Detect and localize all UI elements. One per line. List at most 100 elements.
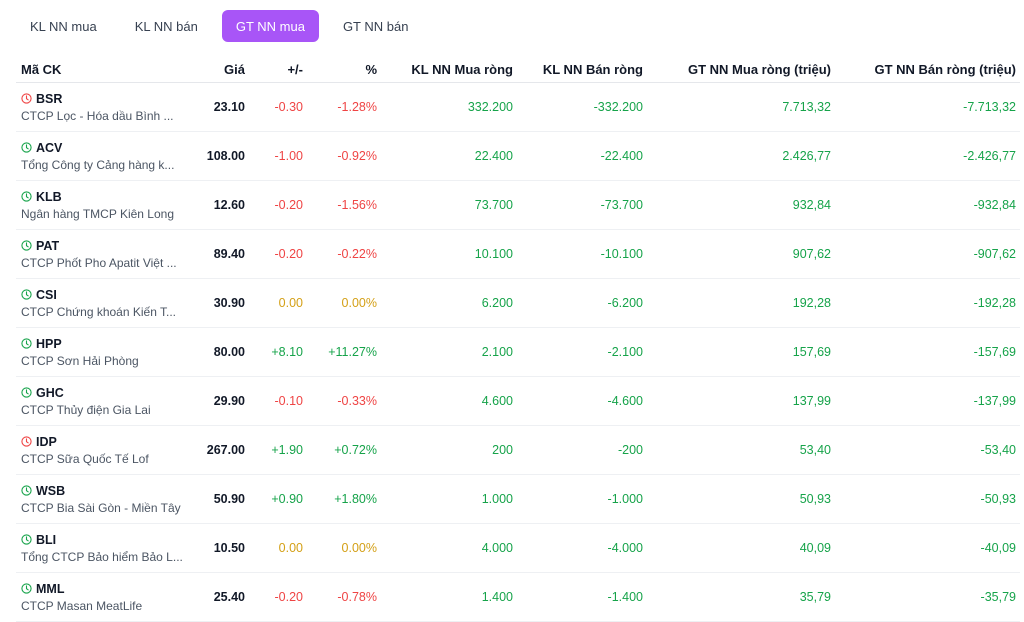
company-name: Ngân hàng TMCP Kiên Long [21,206,174,221]
clock-green-icon [21,485,32,496]
company-name: CTCP Bia Sài Gòn - Miền Tây [21,500,181,515]
stock-symbol[interactable]: MML [36,581,65,596]
cell-gt-mua-rong: 907,62 [647,229,835,279]
cell-gt-ban-rong: -157,69 [835,327,1020,377]
col-header-kl-ban-rong[interactable]: KL NN Bán ròng [517,56,647,83]
cell-symbol[interactable]: CSI CTCP Chứng khoán Kiến T... [16,278,196,328]
col-header-percent[interactable]: % [307,56,381,83]
cell-gt-mua-rong: 932,84 [647,180,835,230]
cell-gt-ban-rong: -907,62 [835,229,1020,279]
tab-kl-nn-mua[interactable]: KL NN mua [30,18,97,34]
cell-symbol[interactable]: IDP CTCP Sữa Quốc Tế Lof [16,425,196,475]
cell-symbol[interactable]: GHC CTCP Thủy điện Gia Lai [16,376,196,426]
cell-gt-mua-rong: 2.426,77 [647,131,835,181]
cell-gt-mua-rong: 7.713,32 [647,82,835,132]
cell-kl-ban-rong: -6.200 [517,278,647,328]
cell-kl-mua-rong: 332.200 [381,82,517,132]
cell-symbol[interactable]: BSR CTCP Lọc - Hóa dầu Bình ... [16,82,196,132]
tab-gt-nn-ban[interactable]: GT NN bán [342,18,409,34]
tab-bar: KL NN mua KL NN bán GT NN mua GT NN bán [16,10,422,42]
cell-kl-ban-rong: -10.100 [517,229,647,279]
table-row[interactable]: GHC CTCP Thủy điện Gia Lai 29.90 -0.10 -0.33… [16,376,1020,426]
clock-green-icon [21,583,32,594]
cell-gt-mua-rong: 157,69 [647,327,835,377]
cell-price: 23.10 [196,82,249,132]
col-header-gt-mua-rong[interactable]: GT NN Mua ròng (triệu) [647,56,835,83]
cell-change: 0.00 [249,278,307,328]
cell-kl-mua-rong: 73.700 [381,180,517,230]
table-header-row: Mã CK Giá +/- % KL NN Mua ròng KL NN Bán… [16,56,1020,83]
cell-percent: -0.22% [307,229,381,279]
company-name: CTCP Sơn Hải Phòng [21,353,139,368]
cell-gt-mua-rong: 53,40 [647,425,835,475]
cell-gt-ban-rong: -2.426,77 [835,131,1020,181]
col-header-kl-mua-rong[interactable]: KL NN Mua ròng [381,56,517,83]
table-row[interactable]: KLB Ngân hàng TMCP Kiên Long 12.60 -0.20 -1.… [16,180,1020,230]
table-row[interactable]: HPP CTCP Sơn Hải Phòng 80.00 +8.10 +11.27% 2.… [16,327,1020,377]
cell-percent: 0.00% [307,278,381,328]
col-header-price[interactable]: Giá [196,56,249,83]
cell-kl-ban-rong: -2.100 [517,327,647,377]
table-row[interactable]: CSI CTCP Chứng khoán Kiến T... 30.90 0.00 0.… [16,278,1020,328]
stock-symbol[interactable]: KLB [36,189,62,204]
table-row[interactable]: BLI Tổng CTCP Bảo hiểm Bảo L... 10.50 0.00 0… [16,523,1020,573]
cell-symbol[interactable]: HPP CTCP Sơn Hải Phòng [16,327,196,377]
cell-symbol[interactable]: KLB Ngân hàng TMCP Kiên Long [16,180,196,230]
table-row[interactable]: PAT CTCP Phốt Pho Apatit Việt ... 89.40 -0.… [16,229,1020,279]
cell-price: 80.00 [196,327,249,377]
cell-gt-ban-rong: -35,79 [835,572,1020,622]
stock-symbol[interactable]: CSI [36,287,57,302]
cell-percent: +0.72% [307,425,381,475]
cell-kl-ban-rong: -1.400 [517,572,647,622]
company-name: CTCP Sữa Quốc Tế Lof [21,451,149,466]
cell-price: 10.50 [196,523,249,573]
cell-symbol[interactable]: BLI Tổng CTCP Bảo hiểm Bảo L... [16,523,196,573]
table-row[interactable]: WSB CTCP Bia Sài Gòn - Miền Tây 50.90 +0.90… [16,474,1020,524]
cell-kl-ban-rong: -73.700 [517,180,647,230]
cell-price: 25.40 [196,572,249,622]
table-row[interactable]: ACV Tổng Công ty Cảng hàng k... 108.00 -1.0… [16,131,1020,181]
cell-percent: -0.78% [307,572,381,622]
stock-symbol[interactable]: BLI [36,532,57,547]
cell-gt-mua-rong: 50,93 [647,474,835,524]
clock-green-icon [21,338,32,349]
clock-green-icon [21,191,32,202]
cell-percent: 0.00% [307,523,381,573]
cell-price: 50.90 [196,474,249,524]
tab-gt-nn-mua[interactable]: GT NN mua [221,10,319,42]
cell-kl-mua-rong: 2.100 [381,327,517,377]
cell-kl-mua-rong: 10.100 [381,229,517,279]
cell-price: 12.60 [196,180,249,230]
cell-kl-mua-rong: 1.000 [381,474,517,524]
cell-gt-ban-rong: -7.713,32 [835,82,1020,132]
table-row[interactable]: BSR CTCP Lọc - Hóa dầu Bình ... 23.10 -0.30… [16,82,1020,132]
stock-symbol[interactable]: PAT [36,238,60,253]
stock-symbol[interactable]: BSR [36,91,63,106]
stock-symbol[interactable]: WSB [36,483,66,498]
cell-price: 29.90 [196,376,249,426]
clock-red-icon [21,93,32,104]
cell-kl-mua-rong: 200 [381,425,517,475]
col-header-symbol[interactable]: Mã CK [16,56,196,83]
clock-green-icon [21,289,32,300]
company-name: Tổng CTCP Bảo hiểm Bảo L... [21,549,183,564]
stock-symbol[interactable]: GHC [36,385,64,400]
table-row[interactable]: MML CTCP Masan MeatLife 25.40 -0.20 -0.78% 1.… [16,572,1020,622]
tab-kl-nn-ban[interactable]: KL NN bán [134,18,198,34]
foreign-trading-table: Mã CK Giá +/- % KL NN Mua ròng KL NN Bán… [16,56,1020,622]
stock-symbol[interactable]: ACV [36,140,63,155]
col-header-gt-ban-rong[interactable]: GT NN Bán ròng (triệu) [835,56,1020,83]
col-header-change[interactable]: +/- [249,56,307,83]
cell-gt-ban-rong: -53,40 [835,425,1020,475]
cell-kl-ban-rong: -22.400 [517,131,647,181]
stock-symbol[interactable]: HPP [36,336,62,351]
cell-kl-mua-rong: 22.400 [381,131,517,181]
cell-symbol[interactable]: PAT CTCP Phốt Pho Apatit Việt ... [16,229,196,279]
cell-symbol[interactable]: WSB CTCP Bia Sài Gòn - Miền Tây [16,474,196,524]
table-row[interactable]: IDP CTCP Sữa Quốc Tế Lof 267.00 +1.90 +0.72%… [16,425,1020,475]
clock-green-icon [21,387,32,398]
cell-symbol[interactable]: MML CTCP Masan MeatLife [16,572,196,622]
cell-change: +8.10 [249,327,307,377]
cell-symbol[interactable]: ACV Tổng Công ty Cảng hàng k... [16,131,196,181]
stock-symbol[interactable]: IDP [36,434,57,449]
